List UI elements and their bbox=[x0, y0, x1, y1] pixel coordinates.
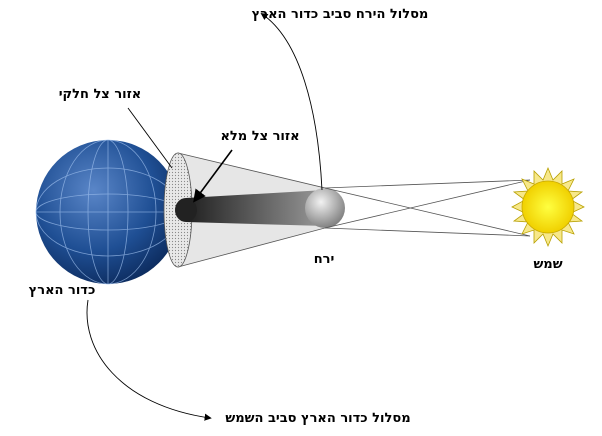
earth-orbit-arrow bbox=[87, 300, 210, 418]
earth-label: כדור הארץ bbox=[29, 283, 96, 298]
moon bbox=[305, 188, 345, 228]
page: מסלול הירח סביב כדור הארץ מסלול כדור האר… bbox=[0, 0, 602, 436]
rays bbox=[325, 180, 530, 236]
penumbra-label: אזור צל חלקי bbox=[59, 87, 142, 102]
earth bbox=[36, 140, 180, 284]
umbra-label: אזור צל מלא bbox=[220, 129, 299, 144]
moon-orbit-arrow bbox=[262, 14, 322, 190]
umbra-disc bbox=[175, 198, 197, 222]
eclipse-diagram: מסלול הירח סביב כדור הארץ מסלול כדור האר… bbox=[0, 0, 602, 436]
earth-orbit-label: מסלול כדור הארץ סביב השמש bbox=[225, 411, 410, 426]
sun-label: שמש bbox=[533, 257, 562, 272]
moon-orbit-label: מסלול הירח סביב כדור הארץ bbox=[252, 7, 429, 22]
moon-label: ירח bbox=[314, 252, 335, 267]
